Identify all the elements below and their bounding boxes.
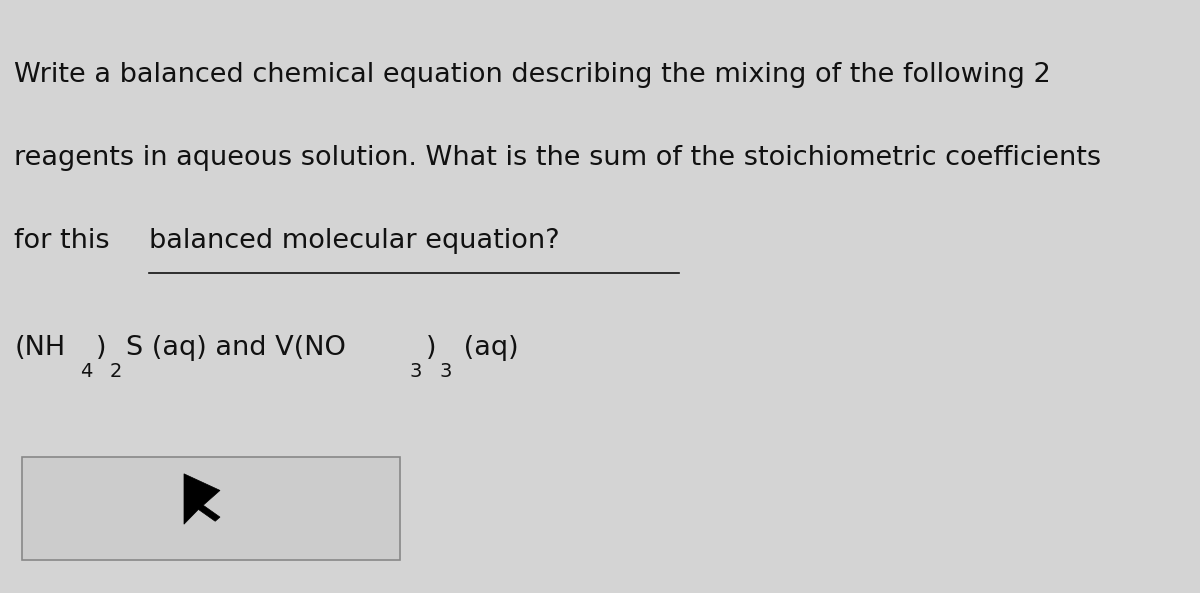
Text: 4: 4: [80, 362, 92, 381]
Text: for this: for this: [14, 228, 119, 254]
Polygon shape: [184, 474, 220, 524]
Text: reagents in aqueous solution. What is the sum of the stoichiometric coefficients: reagents in aqueous solution. What is th…: [14, 145, 1102, 171]
Text: 2: 2: [110, 362, 122, 381]
Text: (aq): (aq): [455, 335, 518, 361]
FancyBboxPatch shape: [22, 457, 400, 560]
Text: 3: 3: [409, 362, 422, 381]
Text: ): ): [426, 335, 436, 361]
Text: Write a balanced chemical equation describing the mixing of the following 2: Write a balanced chemical equation descr…: [14, 62, 1051, 88]
Text: (NH: (NH: [14, 335, 66, 361]
Text: 3: 3: [439, 362, 451, 381]
Text: ): ): [96, 335, 107, 361]
Text: S (aq) and V(NO: S (aq) and V(NO: [126, 335, 346, 361]
Text: balanced molecular equation?: balanced molecular equation?: [149, 228, 559, 254]
